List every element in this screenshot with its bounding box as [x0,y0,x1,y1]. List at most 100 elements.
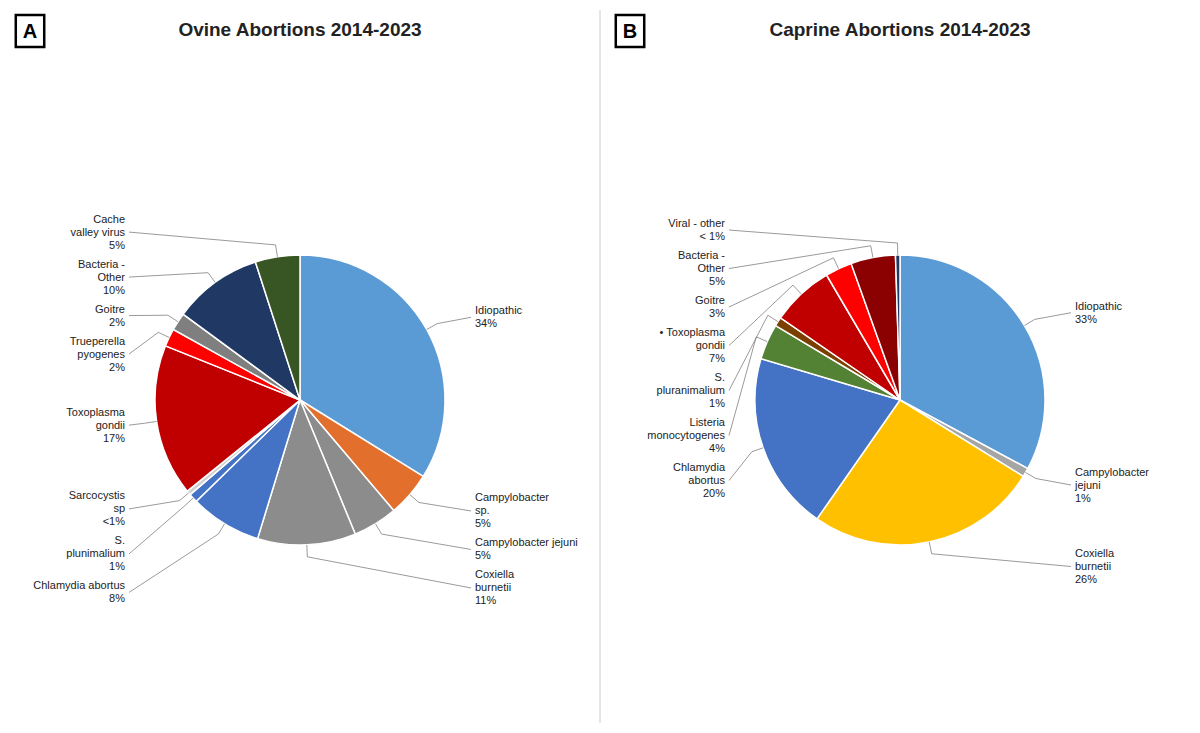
panel-letter-box [16,15,44,47]
slice-label-line: 20% [703,487,725,499]
slice-label-line: Campylobacter jejuni [475,536,578,548]
slice-label-line: < 1% [700,230,726,242]
slice-label-line: <1% [103,515,126,527]
leader-line [929,542,1071,566]
slice-label-line: Toxoplasma [66,406,126,418]
slice-label-line: Sarcocystis [69,489,126,501]
slice-label: Cachevalley virus5% [71,213,126,251]
slice-label-line: 26% [1075,573,1097,585]
pie-slice [895,255,900,400]
leader-line [729,448,763,481]
slice-label-line: 11% [475,594,496,606]
slice-label-line: 5% [109,239,125,251]
panel-letter-text: B [623,20,637,42]
chart-title: Ovine Abortions 2014-2023 [178,19,421,40]
slice-label: Bacteria -Other10% [78,258,125,296]
leader-line [375,524,471,550]
slice-label-line: 17% [103,432,125,444]
slice-label-line: pluranimalium [657,384,725,396]
slice-label-line: Coxiella [475,568,515,580]
slice-label-line: pyogenes [77,348,125,360]
slice-label: Chlamydiaabortus20% [673,461,726,499]
slice-label-line: 1% [109,560,125,572]
panel: Ovine Abortions 2014-2023 A Idiopathic34% C… [16,15,578,606]
pie-slice [255,255,300,400]
slice-label: Campylobacterjejuni1% [1074,466,1149,504]
panel-separator [600,10,601,723]
slice-label-line: Chlamydia abortus [33,579,125,591]
slice-label: Campylobacter jejuni5% [475,536,578,561]
slice-label-line: 33% [1075,313,1097,325]
panel: Caprine Abortions 2014-2023BIdiopathic33… [600,10,1149,723]
slice-label-line: Trueperella [70,335,126,347]
leader-line [729,246,873,269]
slice-label: Chlamydia abortus8% [33,579,125,604]
slice-label: S.plunimalium1% [66,534,125,572]
leader-line [129,273,215,283]
slice-label-line: 34% [475,317,497,329]
pie: Idiopathic33%Campylobacterjejuni1%Coxiel… [647,217,1149,585]
slice-label-line: 2% [109,361,125,373]
leader-line [729,230,898,255]
slice-label: Listeriamonocytogenes4% [647,416,726,454]
leader-line [307,545,471,588]
slice-label: Goitre2% [95,303,125,328]
leader-line [129,421,157,425]
chart-root: Ovine Abortions 2014-2023 A Idiopathic34% C… [0,0,1200,733]
slice-label-line: sp [113,502,125,514]
slice-label: Coxiellaburnetii26% [1075,547,1115,585]
slice-label-line: Bacteria - [678,249,725,261]
slice-label: • Toxoplasmagondii7% [660,326,726,364]
slice-label: Trueperellapyogenes2% [70,335,126,373]
slice-label-line: burnetii [475,581,511,593]
slice-label-line: Viral - other [668,217,725,229]
slice-label-line: 5% [475,517,491,529]
slice-label-line: burnetii [1075,560,1111,572]
panel-letter: A [16,15,44,47]
slice-label-line: jejuni [1074,479,1101,491]
slice-label-line: 4% [709,442,725,454]
slice-label-line: gondii [96,419,125,431]
leader-line [729,285,801,345]
slice-label-line: 2% [109,316,125,328]
leader-line [729,337,767,436]
chart-title: Caprine Abortions 2014-2023 [769,19,1030,40]
leader-line [129,232,277,257]
slice-label-line: 5% [475,549,491,561]
pie: Idiopathic34%Campylobactersp.5%Campyloba… [33,213,577,607]
panel-letter-text: A [23,20,37,42]
leader-line [729,315,778,390]
panel-letter: B [616,15,644,47]
slice-label-line: 1% [709,397,725,409]
slice-label-line: Coxiella [1075,547,1115,559]
slice-label-line: Other [97,271,125,283]
leader-line [129,315,178,321]
slice-label-line: Campylobacter [475,491,549,503]
leader-line [129,493,189,509]
slice-label: Coxiellaburnetii11% [475,568,515,606]
slice-label-line: 5% [709,275,725,287]
slice-label-line: valley virus [71,226,126,238]
slice-label-line: 8% [109,592,125,604]
slice-label-line: monocytogenes [647,429,725,441]
slice-label-line: plunimalium [66,547,125,559]
slice-label-line: 1% [1075,492,1091,504]
slice-label-line: 3% [709,307,725,319]
leader-line [129,498,193,554]
slice-label: Idiopathic34% [475,304,523,329]
slice-label-line: Chlamydia [673,461,726,473]
slice-label-line: Cache [93,213,125,225]
slice-label-line: Other [697,262,725,274]
pie-slice [851,255,900,400]
slice-label: Viral - other< 1% [668,217,725,242]
leader-line [1024,313,1071,326]
slice-label: Bacteria -Other5% [678,249,725,287]
slice-label: Campylobactersp.5% [475,491,549,529]
slice-label-line: Goitre [695,294,725,306]
slice-label-line: Listeria [690,416,726,428]
panel-letter-box [616,15,644,47]
slice-label-line: S. [115,534,125,546]
slice-label-line: Goitre [95,303,125,315]
slice-label: S.pluranimalium1% [657,371,726,409]
leader-line [427,317,471,329]
